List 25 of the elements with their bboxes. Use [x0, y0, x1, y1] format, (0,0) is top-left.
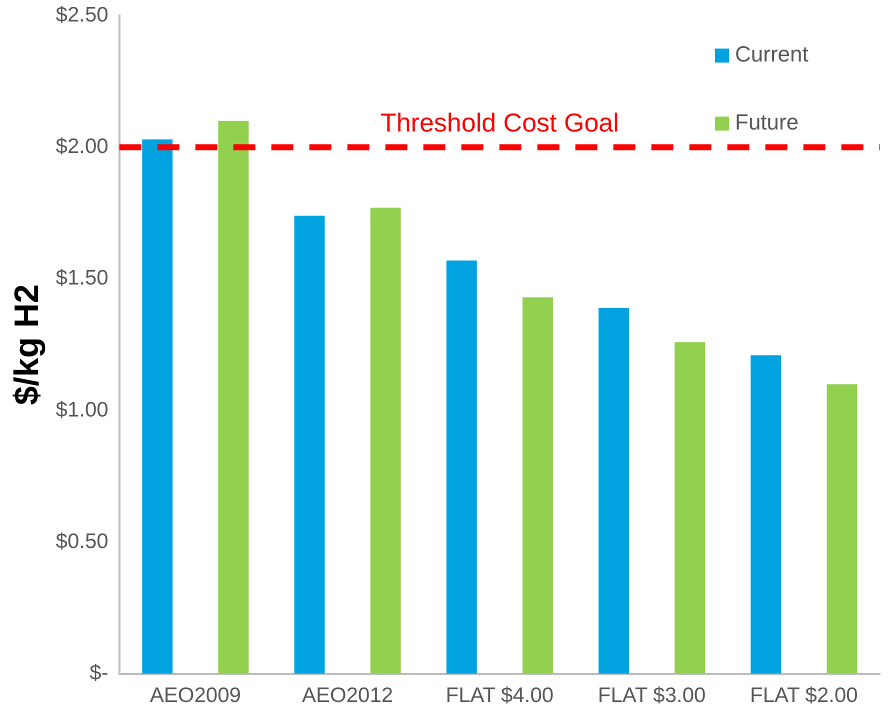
x-tick-label: FLAT $3.00 — [598, 684, 706, 708]
y-tick-label: $- — [90, 662, 108, 685]
bar — [750, 355, 782, 674]
y-axis-title: $/kg H2 — [8, 284, 46, 406]
x-tick-label: AEO2009 — [150, 684, 241, 708]
x-tick-label: FLAT $2.00 — [750, 684, 858, 708]
bar — [674, 342, 706, 674]
bar — [370, 208, 401, 674]
legend-label: Future — [735, 110, 799, 135]
y-tick-label: $2.00 — [56, 135, 108, 158]
x-tick-label: FLAT $4.00 — [446, 684, 554, 708]
bar — [142, 139, 173, 674]
bar — [522, 297, 553, 674]
y-tick-label: $2.50 — [56, 3, 108, 26]
ref-line-label: Threshold Cost Goal — [380, 107, 619, 138]
x-tick-label: AEO2012 — [302, 684, 394, 708]
bar — [598, 308, 629, 674]
bar — [294, 216, 325, 674]
y-tick-label: $1.50 — [56, 266, 108, 290]
bar — [446, 260, 477, 674]
legend-label: Current — [735, 42, 808, 67]
bar — [826, 384, 858, 674]
y-tick-label: $1.00 — [56, 398, 108, 422]
y-tick-label: $0.50 — [56, 530, 108, 553]
bar — [218, 120, 249, 674]
